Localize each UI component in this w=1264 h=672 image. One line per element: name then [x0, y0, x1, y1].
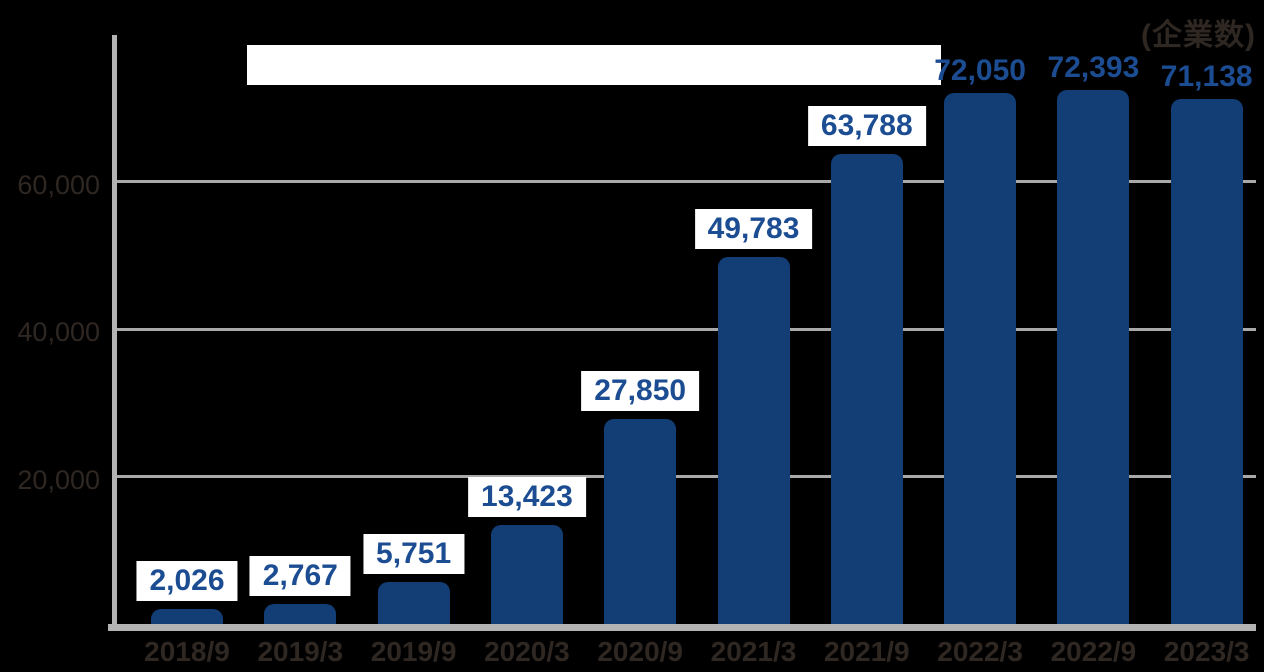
- bar-2023/3: [1170, 99, 1243, 624]
- bar-2021/9: [830, 153, 903, 624]
- title-placeholder-band: [247, 45, 941, 85]
- bar-2020/9: [604, 418, 677, 624]
- bar-2020/3: [490, 525, 563, 624]
- value-label: 27,850: [581, 370, 700, 411]
- x-tick-label: 2020/9: [597, 636, 683, 667]
- bar-2019/3: [264, 603, 337, 624]
- value-label: 63,788: [807, 105, 926, 146]
- value-label: 49,783: [694, 208, 813, 249]
- value-label: 72,393: [1047, 51, 1140, 85]
- y-axis-line: [112, 35, 117, 631]
- value-label: 2,767: [249, 555, 351, 596]
- bar-2021/3: [717, 256, 790, 624]
- x-axis-line: [108, 624, 1256, 631]
- x-tick-label: 2018/9: [144, 636, 230, 667]
- x-tick-label: 2020/3: [484, 636, 570, 667]
- bar-2019/9: [377, 581, 450, 624]
- value-label: 2,026: [136, 561, 238, 602]
- gridline-20,000: [117, 475, 1256, 478]
- bar-2018/9: [151, 609, 223, 624]
- value-label: 71,138: [1160, 60, 1253, 94]
- y-tick-label: 60,000: [17, 169, 100, 200]
- gridline-60,000: [117, 180, 1256, 183]
- y-tick-label: 40,000: [17, 317, 100, 347]
- unit-label: (企業数): [1141, 19, 1256, 52]
- x-tick-label: 2023/3: [1163, 636, 1250, 667]
- x-tick-label: 2021/3: [710, 636, 797, 667]
- value-label: 13,423: [468, 477, 586, 517]
- bar-2022/3: [944, 92, 1017, 624]
- x-tick-label: 2019/9: [370, 636, 457, 667]
- value-label: 72,050: [934, 53, 1026, 87]
- x-tick-label: 2022/3: [937, 636, 1023, 667]
- gridline-40,000: [117, 327, 1256, 331]
- value-label: 5,751: [363, 533, 465, 574]
- bar-2022/9: [1057, 90, 1130, 624]
- x-tick-label: 2021/9: [823, 636, 910, 667]
- x-tick-label: 2019/3: [257, 636, 344, 667]
- x-tick-label: 2022/9: [1050, 636, 1137, 667]
- y-tick-label: 20,000: [17, 464, 100, 495]
